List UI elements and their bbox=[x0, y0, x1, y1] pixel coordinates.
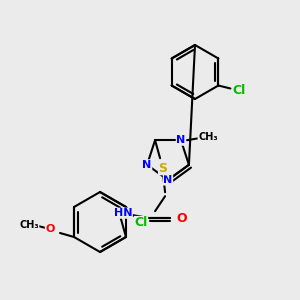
Text: CH₃: CH₃ bbox=[19, 220, 39, 230]
Text: N: N bbox=[176, 135, 186, 145]
Text: N: N bbox=[142, 160, 152, 170]
Text: Cl: Cl bbox=[233, 84, 246, 97]
Text: O: O bbox=[45, 224, 55, 234]
Text: N: N bbox=[164, 175, 172, 185]
Text: S: S bbox=[159, 162, 168, 175]
Text: HN: HN bbox=[114, 208, 132, 218]
Text: CH₃: CH₃ bbox=[198, 132, 218, 142]
Text: Cl: Cl bbox=[134, 217, 148, 230]
Text: O: O bbox=[177, 212, 188, 225]
